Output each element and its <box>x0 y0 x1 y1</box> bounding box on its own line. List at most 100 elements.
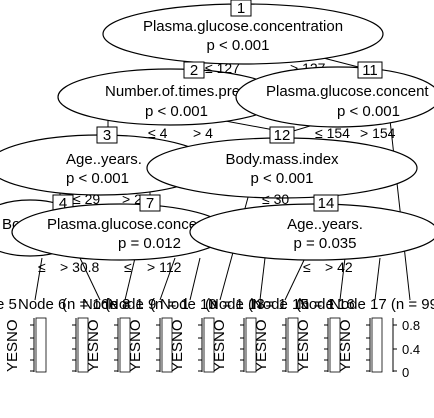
terminal-bar <box>203 317 215 373</box>
node-14-p: p = 0.035 <box>294 235 357 252</box>
edge-7-8 <box>124 257 136 301</box>
node-2-p: p < 0.001 <box>145 103 208 120</box>
terminal-header-17: Node 17 (n = 99 <box>330 296 434 313</box>
node-11-id-box <box>357 61 383 79</box>
terminal-n-9: (n = 1 <box>150 296 189 313</box>
terminal-node-plot: YESNO <box>324 317 354 373</box>
node-2-id-box <box>183 61 205 79</box>
node-14-id-box <box>313 194 339 212</box>
edge-label-11-left: ≤ 154 <box>315 125 350 141</box>
node-7-id-box <box>139 194 161 212</box>
terminal-class-label: YESNO <box>253 319 270 372</box>
node-14-variable: Age..years. <box>287 216 363 233</box>
terminal-plots: YESNO YESNO YESNO YESNO YESNO YESNO YESNO <box>30 317 383 373</box>
edge-label-2-left: ≤ 4 <box>148 125 168 141</box>
terminal-node-plot: YESNO <box>72 317 102 373</box>
terminal-n-10: (n = 1 <box>205 296 244 313</box>
edge-label-2-right: > 4 <box>193 125 213 141</box>
edge-label-7-right: > 112 <box>147 259 182 275</box>
edge-label-14-left: ≤ <box>303 259 311 275</box>
node-12-ellipse <box>146 137 418 199</box>
edge-label-14-right: > 42 <box>325 259 353 275</box>
terminal-class-label: YESNO <box>169 319 186 372</box>
terminal-bar <box>35 317 47 373</box>
node-12-id: 12 <box>274 127 291 144</box>
terminal-node-plot: YESNO <box>240 317 270 373</box>
node-4-id: 4 <box>59 195 67 212</box>
terminal-bar <box>119 317 131 373</box>
edge-14-15 <box>284 257 306 301</box>
edge-label-12-left: ≤ 30 <box>262 191 289 207</box>
edge-14-16b <box>374 257 381 301</box>
edge-label-4-left: ≤ <box>38 259 46 275</box>
terminal-header-10: Node 10 <box>160 296 217 313</box>
terminal-node-plot: YESNO <box>156 317 186 373</box>
node-3-id: 3 <box>103 127 111 144</box>
edge-4-6 <box>79 257 101 301</box>
terminal-bar <box>329 317 341 373</box>
terminal-n-6: (n = 16 <box>62 296 109 313</box>
edge-11-17 <box>389 119 411 301</box>
edge-extra <box>259 257 266 301</box>
terminal-bar <box>245 317 257 373</box>
terminal-bar <box>371 317 383 373</box>
node-2-variable: Number.of.times.pre <box>105 83 240 100</box>
node-14-id: 14 <box>318 195 335 212</box>
terminal-node-plot: YESNO <box>282 317 312 373</box>
terminal-node-plot <box>30 317 47 373</box>
terminal-class-label: YESNO <box>211 319 228 372</box>
node-12-variable: Body.mass.index <box>225 151 339 168</box>
node-7-id: 7 <box>146 195 154 212</box>
node-1-p: p < 0.001 <box>207 37 270 54</box>
node-1-variable: Plasma.glucose.concentration <box>143 18 343 35</box>
node-3-variable: Age..years. <box>66 151 142 168</box>
terminal-n-13: (n = 1 <box>248 296 287 313</box>
node-12-id-box <box>269 126 295 144</box>
edge-label-7-left: ≤ <box>124 259 132 275</box>
node-7-p: p = 0.012 <box>118 235 181 252</box>
terminal-header-6: Node 6 <box>18 296 66 313</box>
edge-4-5 <box>34 257 43 301</box>
edge-7-9 <box>159 257 176 301</box>
terminal-bar <box>161 317 173 373</box>
node-11-variable: Plasma.glucose.concent <box>266 83 429 100</box>
node-3-id-box <box>96 126 118 144</box>
axis-tick-label: 0.4 <box>402 342 420 357</box>
terminal-header-row: e 5 Node 6 (n = 16 Node 8 (n = 1 Node 9 … <box>0 296 434 313</box>
class-label-yes-no: YESNO <box>4 319 21 372</box>
terminal-class-label: YESNO <box>337 319 354 372</box>
node-11-ellipse <box>235 66 434 128</box>
terminal-header-15: Node 15 <box>252 296 309 313</box>
node-1-id-box <box>230 0 252 17</box>
axis-tick-label: 0.8 <box>402 318 420 333</box>
terminal-bar <box>287 317 299 373</box>
node-12-p: p < 0.001 <box>251 170 314 187</box>
edge-7-10 <box>189 257 201 301</box>
terminal-header-9: Node 9 <box>108 296 156 313</box>
node-7-variable: Plasma.glucose.conce <box>47 216 197 233</box>
node-11-p: p < 0.001 <box>337 103 400 120</box>
terminal-n-15: (n = 1 <box>296 296 335 313</box>
terminal-node-plot: YESNO <box>114 317 144 373</box>
right-axis: 0.8 0.4 0 <box>392 318 420 380</box>
edge-label-1-left: ≤ 127 <box>205 60 240 76</box>
edge-label-4-right: > 30.8 <box>60 259 100 275</box>
terminal-node-plot <box>366 317 383 373</box>
node-1-id: 1 <box>237 0 245 17</box>
terminal-header-8: Node 8 <box>82 296 130 313</box>
terminal-node-plot: YESNO <box>198 317 228 373</box>
edge-label-11-right: > 154 <box>360 125 396 141</box>
terminal-class-label: YESNO <box>295 319 312 372</box>
terminal-header-5: e 5 <box>0 296 17 313</box>
edge-14-16 <box>339 257 346 301</box>
terminal-header-13: Node 13 <box>208 296 265 313</box>
terminal-bar <box>77 317 89 373</box>
terminal-class-label: YESNO <box>85 319 102 372</box>
terminal-n-8: (n = 1 <box>105 296 144 313</box>
terminal-class-label: YESNO <box>127 319 144 372</box>
terminal-header-16: Node 16 <box>298 296 355 313</box>
node-3-p: p < 0.001 <box>66 170 129 187</box>
edge-label-3-left: ≤ 29 <box>73 191 100 207</box>
node-11-id: 11 <box>362 62 378 79</box>
